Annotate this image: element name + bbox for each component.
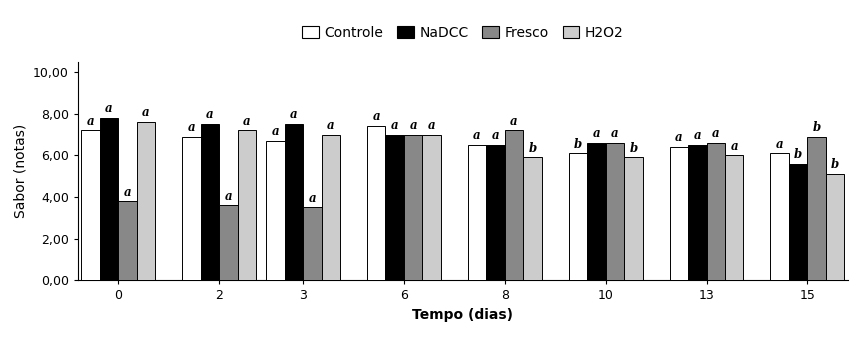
- Bar: [99, 118, 119, 280]
- Bar: [219, 206, 238, 280]
- Text: b: b: [812, 121, 821, 134]
- Text: b: b: [529, 142, 536, 155]
- Text: a: a: [428, 119, 435, 132]
- Bar: [688, 145, 707, 280]
- Text: a: a: [188, 121, 195, 134]
- X-axis label: Tempo (dias): Tempo (dias): [413, 308, 513, 322]
- Text: a: a: [675, 131, 682, 144]
- Text: b: b: [831, 158, 839, 171]
- Text: a: a: [124, 185, 131, 198]
- Bar: [119, 201, 137, 280]
- Bar: [505, 130, 523, 280]
- Bar: [322, 134, 340, 280]
- Bar: [670, 147, 688, 280]
- Text: a: a: [409, 119, 417, 132]
- Bar: [606, 143, 625, 280]
- Bar: [771, 153, 789, 280]
- Text: a: a: [611, 127, 618, 140]
- Bar: [201, 124, 219, 280]
- Bar: [725, 155, 744, 280]
- Bar: [81, 130, 99, 280]
- Text: a: a: [142, 106, 150, 119]
- Bar: [285, 124, 303, 280]
- Bar: [523, 157, 541, 280]
- Bar: [238, 130, 256, 280]
- Text: a: a: [86, 115, 94, 128]
- Text: a: a: [510, 115, 518, 128]
- Bar: [587, 143, 606, 280]
- Text: a: a: [225, 190, 232, 203]
- Bar: [404, 134, 422, 280]
- Bar: [266, 141, 285, 280]
- Text: a: a: [106, 102, 112, 115]
- Bar: [486, 145, 505, 280]
- Text: a: a: [243, 115, 251, 128]
- Text: a: a: [391, 119, 399, 132]
- Bar: [707, 143, 725, 280]
- Text: a: a: [730, 140, 738, 153]
- Y-axis label: Sabor (notas): Sabor (notas): [13, 124, 28, 218]
- Text: a: a: [694, 129, 701, 142]
- Bar: [826, 174, 844, 280]
- Text: a: a: [206, 108, 214, 121]
- Text: a: a: [712, 127, 720, 140]
- Text: a: a: [491, 129, 499, 142]
- Bar: [422, 134, 441, 280]
- Text: a: a: [327, 119, 335, 132]
- Bar: [807, 136, 826, 280]
- Bar: [386, 134, 404, 280]
- Text: a: a: [473, 129, 481, 142]
- Bar: [137, 122, 155, 280]
- Bar: [303, 208, 322, 280]
- Bar: [468, 145, 486, 280]
- Text: a: a: [290, 108, 298, 121]
- Text: a: a: [776, 137, 784, 150]
- Text: b: b: [629, 142, 638, 155]
- Bar: [568, 153, 587, 280]
- Bar: [367, 126, 386, 280]
- Bar: [182, 136, 201, 280]
- Text: a: a: [309, 192, 316, 205]
- Text: a: a: [593, 127, 600, 140]
- Text: b: b: [573, 137, 582, 150]
- Text: a: a: [272, 125, 279, 138]
- Bar: [625, 157, 643, 280]
- Bar: [789, 164, 807, 280]
- Legend: Controle, NaDCC, Fresco, H2O2: Controle, NaDCC, Fresco, H2O2: [297, 21, 629, 45]
- Text: b: b: [794, 148, 802, 161]
- Text: a: a: [373, 110, 380, 123]
